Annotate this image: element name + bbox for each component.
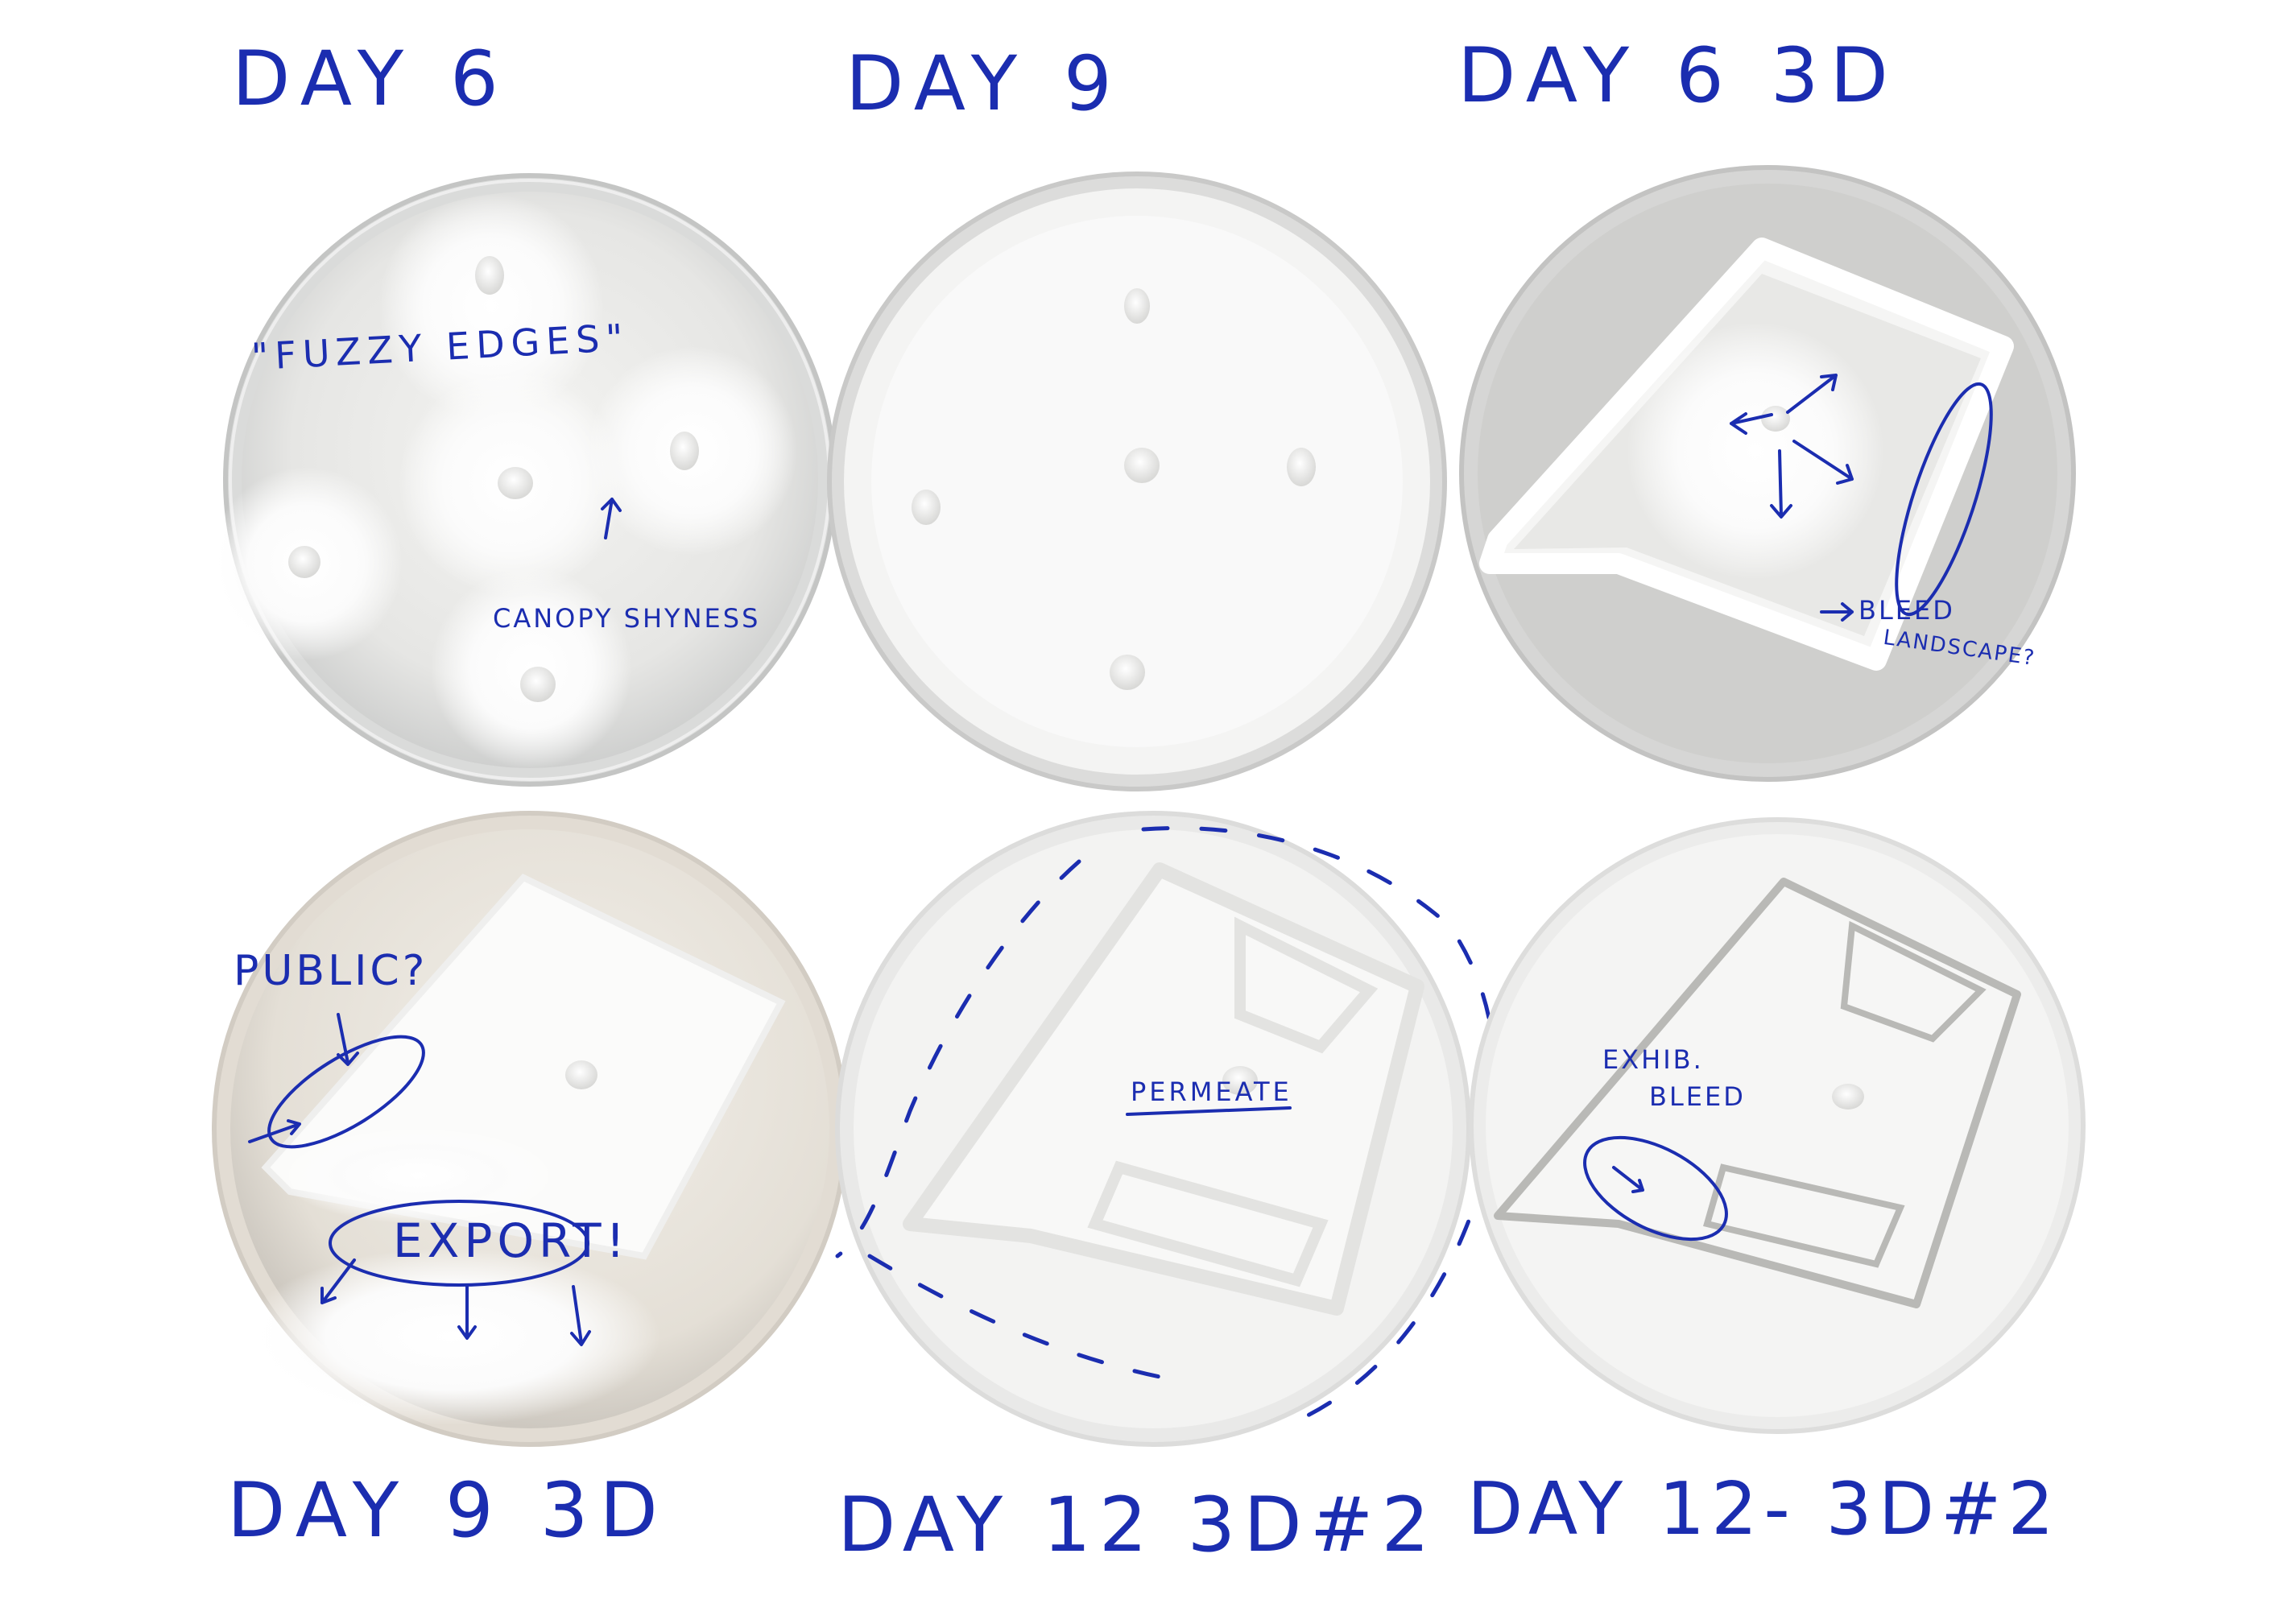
petri-dish-day12-3d2-b: [1469, 817, 2086, 1434]
agar-plugs: [288, 256, 699, 702]
label-day9: DAY 9: [846, 40, 1123, 128]
ink-annotations: [248, 374, 1993, 1346]
petri-dish-day6-3d: [1459, 165, 2076, 782]
note-canopy-shyness: CANOPY SHYNESS: [493, 603, 761, 634]
3d-printed-site-model: [1494, 878, 2021, 1308]
dashed-boundary-sketch: [835, 826, 1498, 1419]
agar-plugs: [912, 288, 1316, 690]
note-export: EXPORT!: [393, 1213, 630, 1268]
petri-dish-day6: [209, 173, 837, 787]
petri-dish-day12-3d2: [835, 811, 1498, 1447]
petri-dish-day9: [827, 171, 1447, 791]
label-day9-3d: DAY 9 3D: [227, 1467, 669, 1555]
3d-printed-site-model: [903, 862, 1424, 1316]
note-bleed: BLEED: [1858, 595, 1955, 626]
label-day6-3d: DAY 6 3D: [1457, 32, 1900, 120]
label-day12-3d2: DAY 12 3D#2: [837, 1481, 1438, 1569]
3d-printed-site-model: [1479, 238, 2014, 671]
label-day6: DAY 6: [232, 35, 510, 123]
3d-printed-site-model: [242, 874, 786, 1425]
note-exhib: EXHIB.: [1602, 1044, 1704, 1075]
petri-dish-day9-3d: [212, 811, 848, 1447]
note-permeate: PERMEATE: [1131, 1076, 1292, 1107]
label-day12-3d2-b: DAY 12- 3D#2: [1467, 1467, 2061, 1552]
note-public: PUBLIC?: [234, 947, 428, 995]
note-exhib-bleed: BLEED: [1649, 1081, 1746, 1112]
